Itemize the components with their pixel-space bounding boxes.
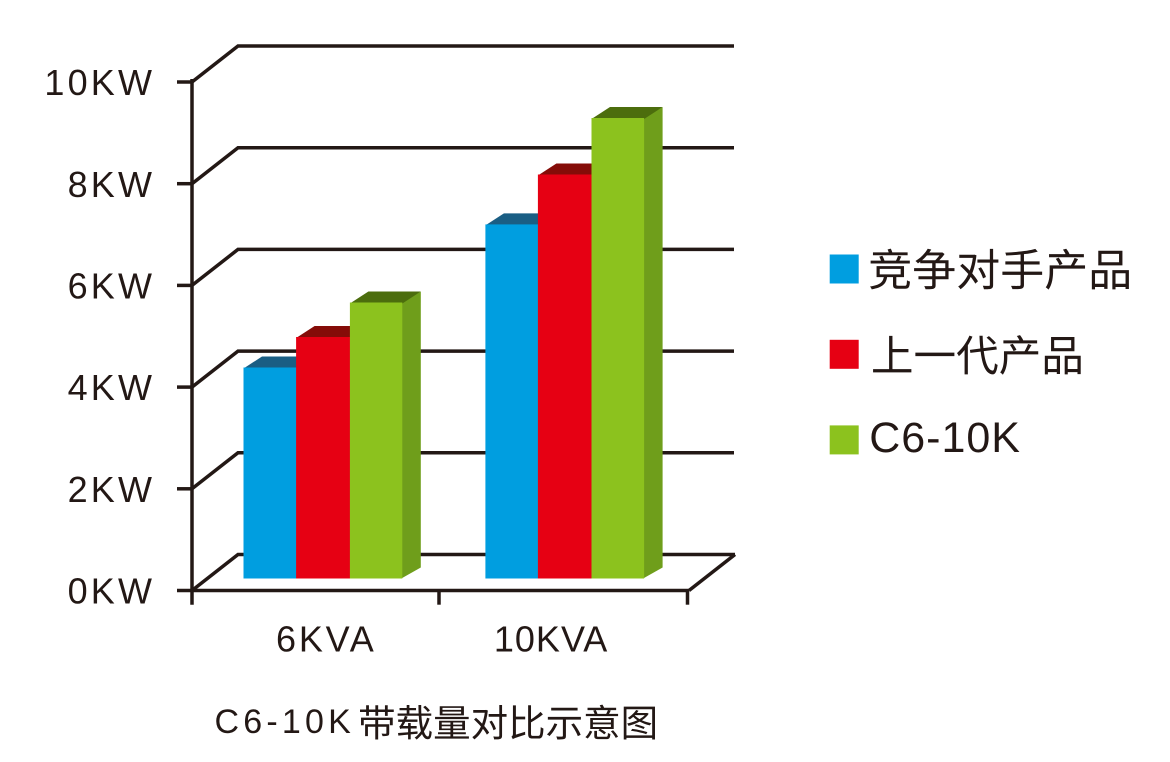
svg-text:10KW: 10KW [44,62,155,103]
svg-text:8KW: 8KW [68,164,156,205]
svg-text:6KVA: 6KVA [276,618,377,659]
svg-text:4KW: 4KW [68,367,156,408]
svg-text:C6-10K: C6-10K [869,414,1021,462]
svg-text:C6-10K: C6-10K [215,703,355,741]
svg-text:0KW: 0KW [68,571,156,612]
svg-text:6KW: 6KW [68,266,156,307]
svg-text:10KVA: 10KVA [494,618,608,659]
svg-text:2KW: 2KW [68,469,156,510]
